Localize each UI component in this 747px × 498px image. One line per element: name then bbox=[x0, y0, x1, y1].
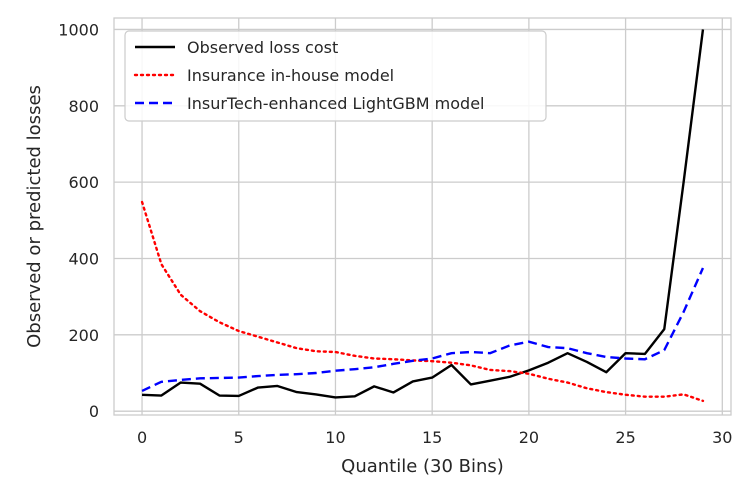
x-tick-label: 30 bbox=[712, 428, 732, 447]
x-tick-label: 10 bbox=[325, 428, 345, 447]
y-axis-label: Observed or predicted losses bbox=[24, 85, 45, 348]
legend-box bbox=[124, 30, 547, 122]
plot-frame bbox=[113, 17, 732, 416]
x-tick-label: 0 bbox=[137, 428, 147, 447]
y-axis-ticks: 0 200 400 600 800 1000 bbox=[58, 20, 99, 421]
y-tick-label: 800 bbox=[68, 97, 99, 116]
series-line-1 bbox=[141, 29, 705, 399]
x-axis-ticks: 0 5 10 15 20 25 30 bbox=[137, 428, 733, 447]
x-tick-label: 20 bbox=[519, 428, 539, 447]
y-tick-label: 400 bbox=[68, 249, 99, 268]
legend-label-3: InsurTech-enhanced LightGBM model bbox=[187, 94, 485, 113]
x-axis-label: Quantile (30 Bins) bbox=[341, 456, 504, 477]
series-line-2 bbox=[140, 200, 705, 403]
legend: Observed loss cost Insurance in-house mod… bbox=[124, 30, 547, 122]
x-tick-label: 5 bbox=[234, 428, 244, 447]
x-tick-label: 25 bbox=[615, 428, 635, 447]
legend-label-2: Insurance in-house model bbox=[187, 66, 394, 85]
x-tick-label: 15 bbox=[422, 428, 442, 447]
series-line-3 bbox=[141, 267, 705, 393]
y-tick-label: 600 bbox=[68, 173, 99, 192]
legend-label-1: Observed loss cost bbox=[187, 38, 338, 57]
y-tick-label: 1000 bbox=[58, 20, 99, 39]
y-tick-label: 200 bbox=[68, 326, 99, 345]
y-tick-label: 0 bbox=[89, 402, 99, 421]
series-group bbox=[140, 29, 705, 403]
